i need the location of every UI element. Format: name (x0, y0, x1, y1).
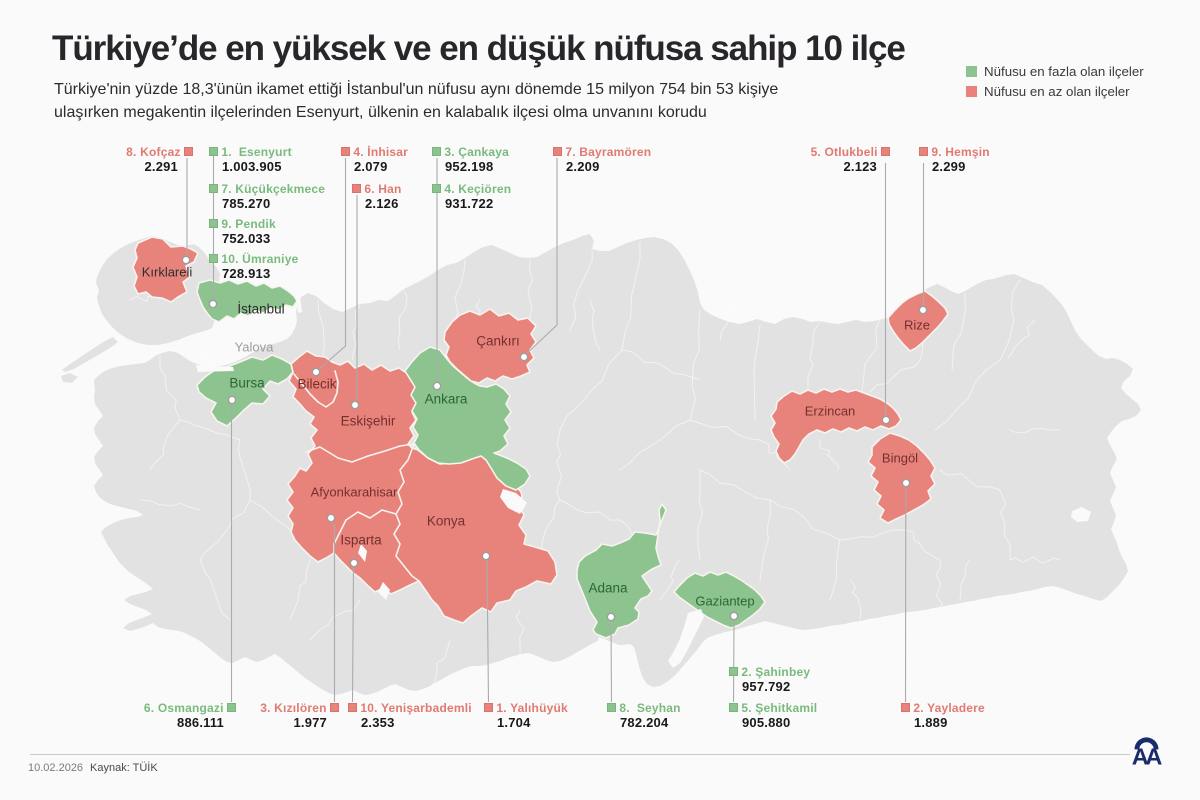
svg-text:Erzincan: Erzincan (805, 404, 856, 419)
svg-text:Bingöl: Bingöl (882, 451, 918, 466)
svg-text:Yalova: Yalova (235, 340, 275, 355)
svg-text:Kırklareli: Kırklareli (142, 265, 193, 280)
svg-text:Adana: Adana (588, 581, 628, 596)
svg-text:Bilecik: Bilecik (297, 377, 336, 392)
svg-text:Çankırı: Çankırı (476, 334, 520, 349)
svg-text:A: A (1132, 743, 1149, 769)
svg-text:İstanbul: İstanbul (237, 302, 284, 317)
svg-text:Konya: Konya (427, 514, 466, 529)
svg-text:Bursa: Bursa (229, 376, 265, 391)
svg-text:Gaziantep: Gaziantep (695, 594, 754, 609)
svg-text:Ankara: Ankara (425, 392, 468, 407)
svg-text:A: A (1145, 743, 1162, 769)
svg-text:Afyonkarahisar: Afyonkarahisar (311, 485, 398, 500)
svg-text:Eskişehir: Eskişehir (341, 414, 396, 429)
svg-text:Isparta: Isparta (340, 533, 382, 548)
svg-text:Rize: Rize (904, 318, 930, 333)
